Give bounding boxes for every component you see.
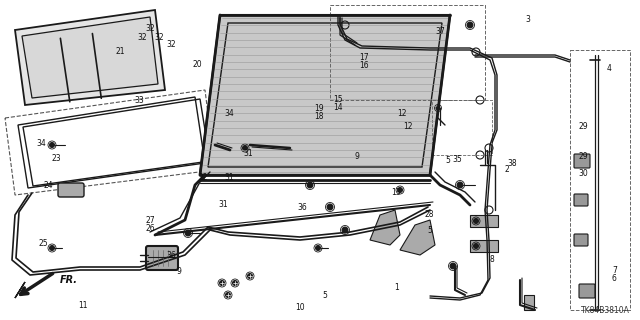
FancyBboxPatch shape [574,234,588,246]
Text: 33: 33 [134,96,145,105]
Text: 5: 5 [323,292,328,300]
Circle shape [185,230,191,236]
FancyBboxPatch shape [146,246,178,270]
Text: 19: 19 [314,104,324,113]
Text: FR.: FR. [60,275,78,285]
Text: 4: 4 [607,64,612,73]
Text: 17: 17 [358,53,369,62]
Text: 31: 31 [218,200,228,209]
Circle shape [397,188,403,193]
Circle shape [436,106,440,110]
Text: 25: 25 [38,239,49,248]
Polygon shape [15,10,165,105]
Circle shape [49,142,54,148]
Text: 38: 38 [507,159,517,168]
Text: 20: 20 [192,60,202,68]
Circle shape [327,204,333,210]
Text: 16: 16 [358,61,369,70]
Polygon shape [400,220,435,255]
Polygon shape [370,210,400,245]
Circle shape [307,182,313,188]
Text: 34: 34 [36,139,47,148]
Text: 21: 21 [116,47,125,56]
Text: 11: 11 [79,301,88,310]
Text: 32: 32 [154,33,164,42]
Circle shape [467,22,473,28]
Text: 2: 2 [504,165,509,174]
Text: 27: 27 [145,216,156,225]
Text: 35: 35 [452,155,463,164]
Text: TK84B3810A: TK84B3810A [581,306,630,315]
Text: 12: 12 [404,122,413,131]
Circle shape [232,281,237,285]
Text: 31: 31 [224,173,234,182]
Text: 36: 36 [166,251,177,260]
Circle shape [342,227,348,233]
Polygon shape [15,282,25,298]
Bar [432,100,492,155]
Text: 9: 9 [355,152,360,161]
Circle shape [243,146,248,150]
Text: 13: 13 [390,188,401,196]
Text: 8: 8 [489,255,494,264]
Text: 34: 34 [224,109,234,118]
FancyBboxPatch shape [579,284,595,298]
FancyBboxPatch shape [58,183,84,197]
Text: 23: 23 [51,154,61,163]
Text: 18: 18 [314,112,323,121]
Bar [570,50,630,310]
Circle shape [450,263,456,269]
Circle shape [225,292,230,298]
Text: 32: 32 [137,33,147,42]
Text: 22: 22 [199,173,208,182]
Text: 24: 24 [43,181,53,190]
Bar [524,295,534,310]
Circle shape [316,245,321,251]
Bar [470,240,498,252]
FancyBboxPatch shape [574,154,590,168]
Text: 5: 5 [445,156,451,164]
Text: 15: 15 [333,95,343,104]
Circle shape [220,281,225,285]
Text: 29: 29 [579,122,589,131]
Text: 12: 12 [397,109,406,118]
Circle shape [474,219,479,223]
Text: 28: 28 [424,210,433,219]
Circle shape [474,244,479,249]
FancyBboxPatch shape [574,194,588,206]
Text: 7: 7 [612,266,617,275]
Bar [470,215,498,227]
Circle shape [49,245,54,251]
Text: 30: 30 [579,169,589,178]
Text: 3: 3 [525,15,531,24]
Circle shape [457,182,463,188]
Text: 32: 32 [145,24,156,33]
Text: 31: 31 [243,149,253,158]
Text: 1: 1 [394,284,399,292]
Text: 9: 9 [177,268,182,276]
Polygon shape [200,15,450,175]
Text: 32: 32 [166,40,177,49]
Bar [330,5,485,100]
Text: 5: 5 [428,226,433,235]
Text: 36: 36 [297,203,307,212]
Text: 6: 6 [612,274,617,283]
Polygon shape [22,17,158,98]
Text: 37: 37 [435,27,445,36]
Text: 29: 29 [579,152,589,161]
Text: 26: 26 [145,224,156,233]
Circle shape [248,274,253,278]
Text: 10: 10 [294,303,305,312]
Text: 14: 14 [333,103,343,112]
